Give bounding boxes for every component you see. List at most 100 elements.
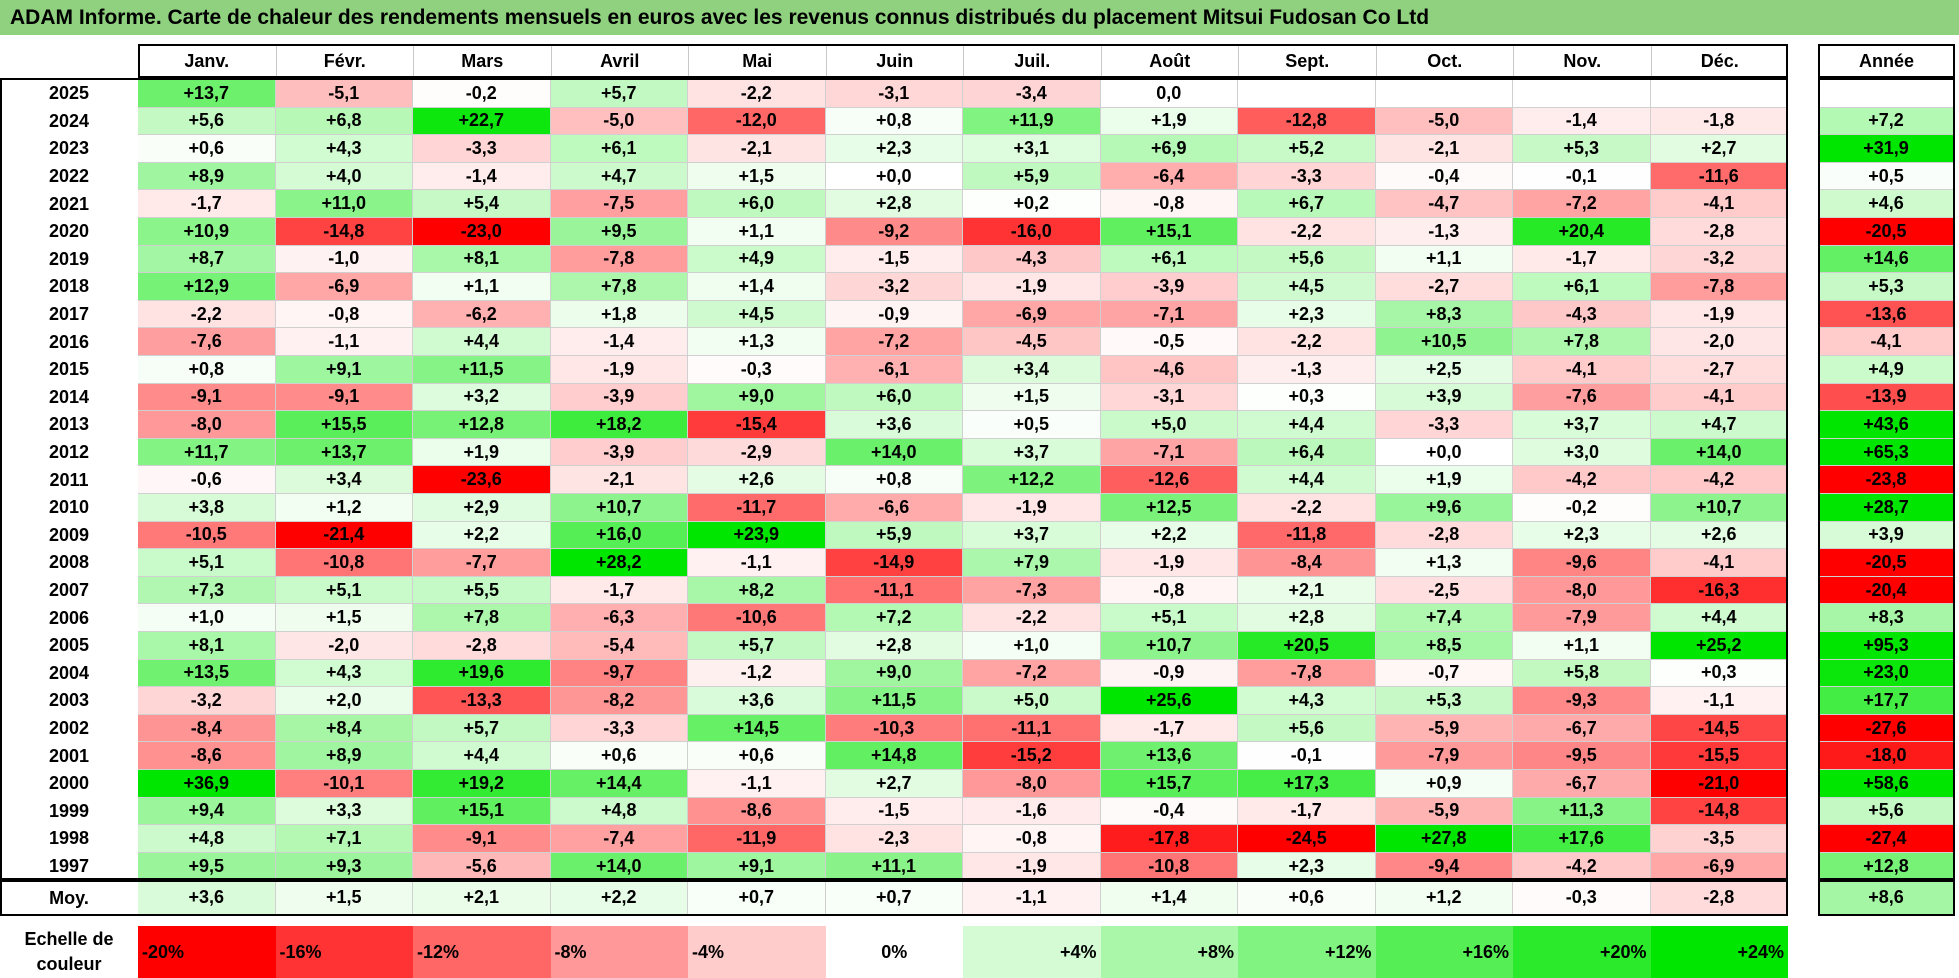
color-scale-step: -16% <box>275 926 413 978</box>
annual-cell: +17,7 <box>1818 687 1955 715</box>
annual-cell: +4,9 <box>1818 356 1955 384</box>
heatmap-cell: +5,0 <box>1100 411 1238 439</box>
heatmap-cell: +3,4 <box>963 356 1101 384</box>
heatmap-cell: -9,1 <box>275 383 413 412</box>
color-scale-step: 0% <box>825 926 963 978</box>
heatmap-cell: +5,3 <box>1513 135 1651 163</box>
annual-cell: +23,0 <box>1818 659 1955 688</box>
heatmap-cell: -1,4 <box>550 328 688 356</box>
heatmap-cell: +4,4 <box>1238 411 1376 439</box>
heatmap-cell: -9,3 <box>1513 687 1651 715</box>
row-year-label: 2022 <box>48 166 90 187</box>
heatmap-cell: +25,2 <box>1650 632 1788 660</box>
heatmap-cell: +0,2 <box>963 190 1101 218</box>
heatmap-cell: -2,2 <box>1238 494 1376 522</box>
heatmap-cell: -3,3 <box>1238 162 1376 191</box>
heatmap-cell: -8,4 <box>1238 549 1376 577</box>
heatmap-cell: -1,9 <box>550 356 688 384</box>
heatmap-cell: -11,7 <box>688 494 826 522</box>
heatmap-cell: +17,3 <box>1238 770 1376 798</box>
heatmap-cell: -2,8 <box>413 632 551 660</box>
heatmap-cell: -16,3 <box>1650 576 1788 605</box>
average-cell: -0,3 <box>1513 880 1651 916</box>
heatmap-cell: -14,8 <box>275 218 413 246</box>
annual-cell: +58,6 <box>1818 770 1955 798</box>
heatmap-cell: +3,4 <box>275 466 413 494</box>
heatmap-cell: +10,9 <box>138 218 276 246</box>
heatmap-cell: -1,1 <box>688 549 826 577</box>
heatmap-cell: -2,2 <box>963 604 1101 632</box>
heatmap-cell: +4,4 <box>1650 604 1788 632</box>
heatmap-cell: -0,3 <box>688 356 826 384</box>
row-year-label: 2009 <box>48 524 90 545</box>
heatmap-cell: -2,8 <box>1375 521 1513 550</box>
heatmap-cell: -3,2 <box>1650 245 1788 274</box>
heatmap-cell: -7,9 <box>1375 742 1513 770</box>
row-year-label: 2010 <box>48 497 90 518</box>
heatmap-cell: +12,9 <box>138 273 276 301</box>
heatmap-cell: -1,1 <box>688 770 826 798</box>
month-header: Mai <box>688 44 826 78</box>
average-cell: +0,7 <box>825 880 963 916</box>
heatmap-cell: -8,4 <box>138 714 276 743</box>
heatmap-cell: -1,3 <box>1238 356 1376 384</box>
heatmap-cell: -1,1 <box>275 328 413 356</box>
heatmap-cell: -4,3 <box>1513 300 1651 329</box>
heatmap-cell: +8,9 <box>138 162 276 191</box>
average-cell: +2,1 <box>413 880 551 916</box>
heatmap-cell: +5,7 <box>550 80 688 108</box>
year-column-header: Année <box>1858 50 1914 71</box>
heatmap-cell: +1,5 <box>963 383 1101 412</box>
annual-cell: -18,0 <box>1818 742 1955 770</box>
heatmap-cell: +17,6 <box>1513 825 1651 853</box>
heatmap-cell: -5,0 <box>1375 107 1513 136</box>
heatmap-cell: +3,7 <box>1513 411 1651 439</box>
heatmap-cell: -7,3 <box>963 576 1101 605</box>
heatmap-cell: +11,3 <box>1513 797 1651 826</box>
heatmap-cell: -8,6 <box>138 742 276 770</box>
heatmap-cell: -7,6 <box>1513 383 1651 412</box>
heatmap-cell: +9,3 <box>275 852 413 881</box>
heatmap-cell: +3,9 <box>1375 383 1513 412</box>
color-scale-step: +16% <box>1375 926 1513 978</box>
heatmap-cell: +1,1 <box>1375 245 1513 274</box>
row-year-label: 2008 <box>48 552 90 573</box>
color-scale-step: -8% <box>550 926 688 978</box>
heatmap-cell: +5,3 <box>1375 687 1513 715</box>
heatmap-cell: +6,1 <box>1100 245 1238 274</box>
heatmap-cell: -7,8 <box>1650 273 1788 301</box>
heatmap-cell: -0,5 <box>1100 328 1238 356</box>
heatmap-cell: -11,1 <box>963 714 1101 743</box>
heatmap-cell: +8,5 <box>1375 632 1513 660</box>
heatmap-cell: -24,5 <box>1238 825 1376 853</box>
row-year-label: 1998 <box>48 828 90 849</box>
heatmap-cell: +8,4 <box>275 714 413 743</box>
heatmap-cell: +0,9 <box>1375 770 1513 798</box>
heatmap-cell: +19,6 <box>413 659 551 688</box>
heatmap-cell: -9,1 <box>413 825 551 853</box>
heatmap-cell: -14,5 <box>1650 714 1788 743</box>
heatmap-cell: +10,7 <box>1650 494 1788 522</box>
heatmap-cell: -7,1 <box>1100 300 1238 329</box>
heatmap-cell: +4,4 <box>413 328 551 356</box>
heatmap-cell: -7,1 <box>1100 438 1238 467</box>
heatmap-cell: -0,2 <box>413 80 551 108</box>
heatmap-cell: +0,3 <box>1238 383 1376 412</box>
heatmap-cell: +4,0 <box>275 162 413 191</box>
row-year-label: 1999 <box>48 800 90 821</box>
color-scale-step: -20% <box>138 926 276 978</box>
heatmap-cell: -1,9 <box>1650 300 1788 329</box>
heatmap-cell: +25,6 <box>1100 687 1238 715</box>
heatmap-cell: -21,0 <box>1650 770 1788 798</box>
heatmap-cell: +27,8 <box>1375 825 1513 853</box>
heatmap-cell: +2,2 <box>1100 521 1238 550</box>
heatmap-cell: +5,4 <box>413 190 551 218</box>
heatmap-cell: -15,5 <box>1650 742 1788 770</box>
heatmap-cell: +4,5 <box>688 300 826 329</box>
heatmap-cell: -1,9 <box>963 273 1101 301</box>
heatmap-cell: +4,7 <box>1650 411 1788 439</box>
heatmap-cell: +5,1 <box>275 576 413 605</box>
annual-cell: +8,3 <box>1818 604 1955 632</box>
row-year-label: 2017 <box>48 304 90 325</box>
row-year-label: 2004 <box>48 662 90 683</box>
